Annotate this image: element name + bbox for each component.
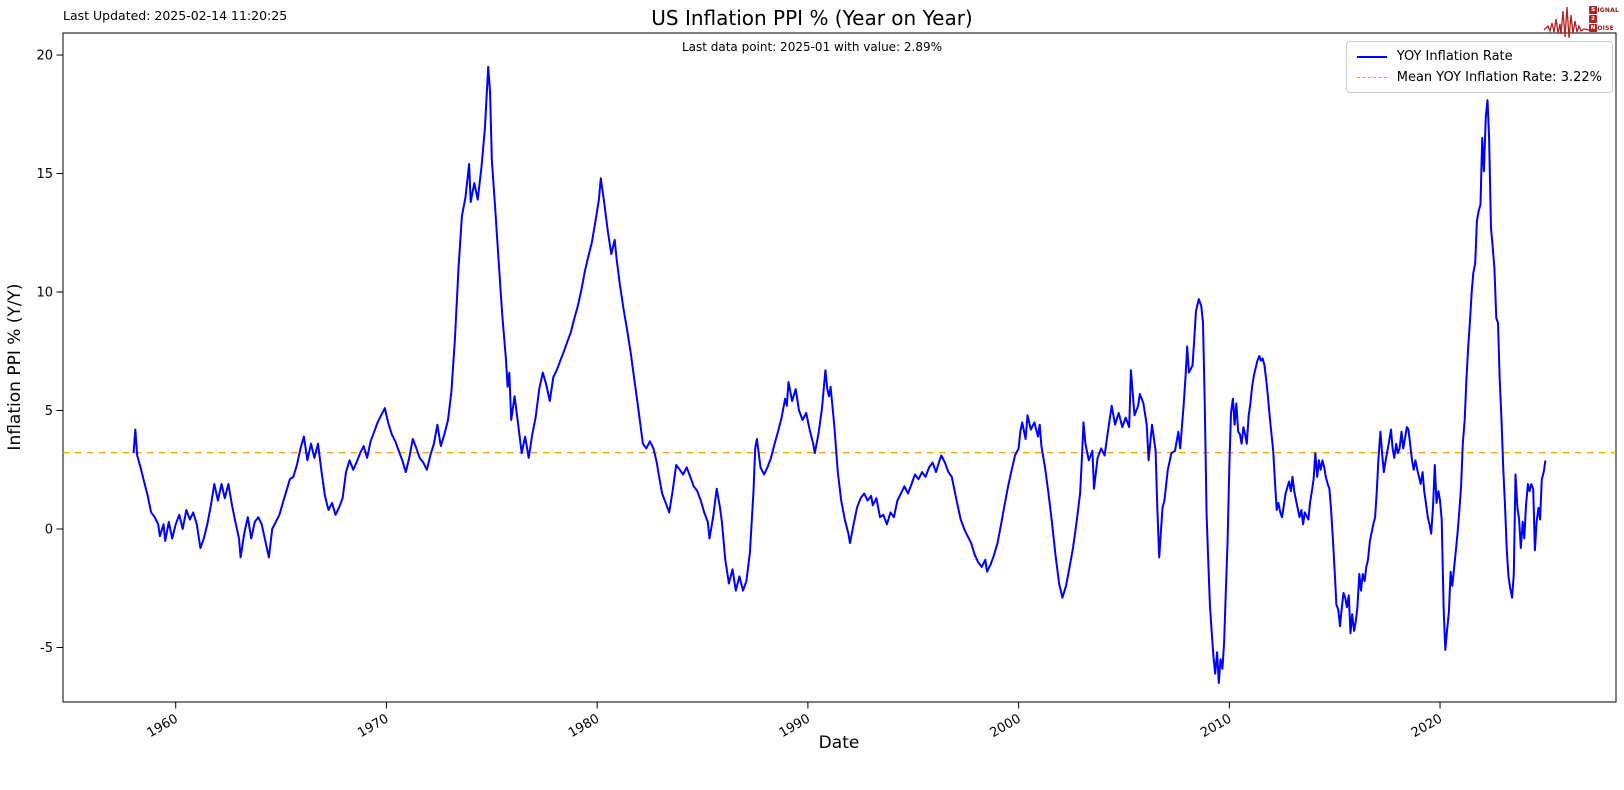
y-tick-label: 15 [36,167,53,182]
x-tick-label: 1960 [145,711,181,741]
x-tick-label: 2010 [1198,711,1234,741]
logo-letterbox-n: N [1589,24,1597,32]
chart-subtitle: Last data point: 2025-01 with value: 2.8… [681,40,943,54]
page-title: US Inflation PPI % (Year on Year) [651,6,973,30]
x-axis-label: Date [818,733,860,753]
legend-label: Mean YOY Inflation Rate: 3.22% [1396,70,1602,85]
x-tick-label: 2020 [1409,711,1445,741]
logo-text: S IGNAL 2 N OISE [1589,6,1619,32]
yoy-inflation-line [132,65,1547,684]
y-tick-label: 5 [45,404,53,419]
legend-label: YOY Inflation Rate [1396,49,1513,64]
blue-line-sample-icon [1356,55,1387,58]
logo-row-2: 2 [1589,15,1619,23]
y-tick-label: 20 [36,49,53,64]
legend-item-mean: Mean YOY Inflation Rate: 3.22% [1356,70,1602,85]
logo-row-signal: S IGNAL [1589,6,1619,14]
y-axis-label: Inflation PPI % (Y/Y) [5,283,25,451]
y-tick-label: 0 [45,523,53,538]
legend: YOY Inflation Rate Mean YOY Inflation Ra… [1345,41,1613,93]
logo-letterbox-s: S [1589,6,1597,14]
legend-item-yoy: YOY Inflation Rate [1356,49,1602,64]
ecg-waveform-icon [1543,2,1595,46]
y-tick-label: -5 [40,641,53,656]
y-tick-label: 10 [36,286,53,301]
signal2noise-logo: S IGNAL 2 N OISE [1543,2,1619,46]
logo-row-noise: N OISE [1589,24,1614,32]
x-tick-label: 1980 [566,711,602,741]
x-tick-label: 2000 [987,711,1023,741]
logo-letterbox-2: 2 [1589,15,1597,23]
x-tick-label: 1990 [777,711,813,741]
last-updated-text: Last Updated: 2025-02-14 11:20:25 [63,8,288,23]
axes-box [62,32,1617,703]
orange-dashed-sample-icon [1356,77,1387,78]
x-tick-label: 1970 [355,711,391,741]
